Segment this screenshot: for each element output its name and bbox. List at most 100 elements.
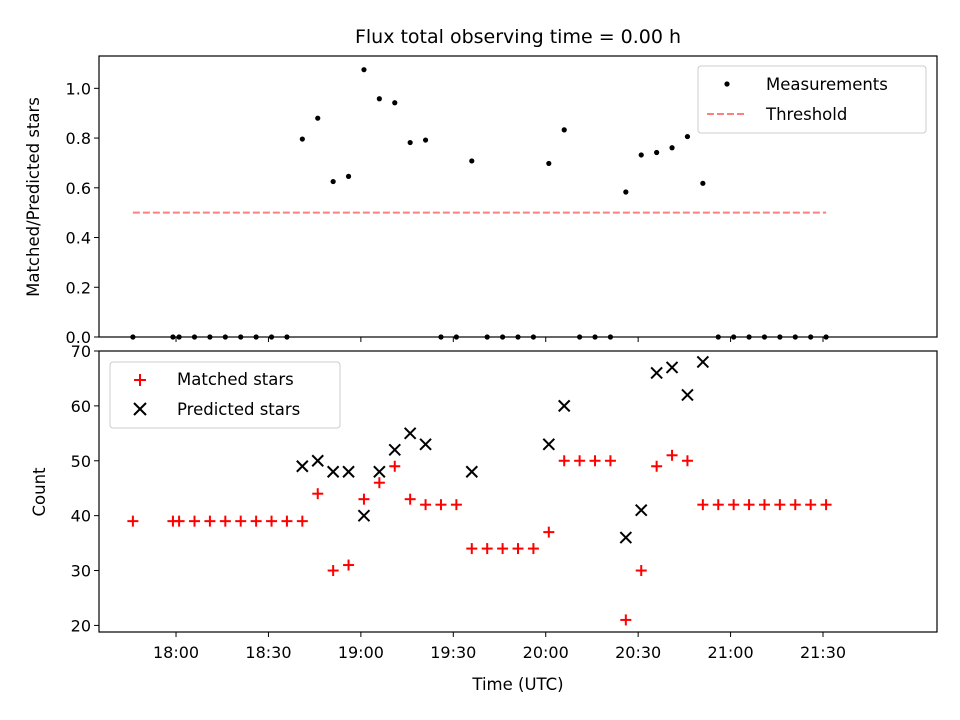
bottom-y-tick-label: 60 (71, 397, 91, 416)
matched-star-point (574, 455, 586, 467)
matched-star-point (343, 559, 355, 571)
legend-measurements-label: Measurements (766, 75, 888, 94)
measurement-point (654, 149, 660, 156)
predicted-star-point (665, 361, 679, 374)
bottom-legend-box (109, 361, 341, 429)
legend-matched-label: Matched stars (177, 370, 294, 389)
predicted-star-point (681, 388, 694, 402)
predicted-star-point (650, 366, 663, 380)
flux-ratio-panel: Flux total observing time = 0.00 h 0.0 0.… (24, 26, 938, 347)
matched-star-point (712, 499, 724, 511)
predicted-star-point (296, 460, 309, 473)
matched-star-point (635, 565, 647, 577)
measurement-point (299, 136, 305, 142)
x-tick-label: 19:30 (430, 643, 476, 662)
matched-star-point (604, 455, 616, 467)
top-legend: Measurements Threshold (697, 65, 927, 134)
measurement-point (638, 152, 644, 158)
top-y-axis-label: Matched/Predicted stars (24, 97, 43, 297)
matched-star-point (497, 543, 509, 555)
matched-star-point (481, 543, 493, 555)
measurement-point (345, 173, 352, 179)
legend-measurements-marker (724, 81, 730, 87)
matched-star-point (589, 455, 601, 467)
matched-star-point (466, 543, 478, 555)
bottom-y-tick-label: 40 (71, 507, 91, 526)
predicted-star-point (326, 465, 340, 478)
bottom-y-tick-label: 50 (71, 452, 91, 471)
matched-star-point (543, 526, 555, 538)
top-x-ticks (175, 337, 824, 342)
matched-star-point (558, 455, 570, 467)
matched-star-point (805, 499, 817, 511)
top-y-tick-label: 0.8 (66, 129, 91, 148)
legend-predicted-marker (133, 402, 147, 416)
x-tick-label: 20:00 (523, 643, 569, 662)
x-tick-label: 18:30 (245, 643, 291, 662)
predicted-star-point (635, 503, 648, 517)
matched-star-point (219, 515, 231, 527)
matched-star-point (666, 449, 678, 461)
top-y-tick-label: 0.4 (66, 229, 91, 248)
measurement-point (361, 67, 367, 73)
matched-star-point (512, 543, 524, 555)
bottom-panel-marks (127, 355, 832, 626)
matched-star-point (681, 455, 693, 467)
predicted-star-point (558, 399, 571, 413)
measurement-point (407, 139, 413, 146)
matched-star-point (527, 543, 539, 555)
predicted-star-point (419, 438, 432, 451)
measurement-point (330, 178, 336, 185)
legend-threshold-label: Threshold (765, 105, 847, 124)
matched-star-point (296, 515, 308, 527)
matched-star-point (127, 515, 139, 527)
top-y-tick-label: 1.0 (66, 79, 91, 98)
x-tick-label: 21:00 (708, 643, 754, 662)
measurement-point (469, 158, 475, 164)
matched-star-point (450, 499, 462, 511)
predicted-star-point (388, 443, 401, 456)
matched-star-point (697, 499, 709, 511)
top-legend-box (697, 65, 927, 134)
bottom-y-tick-label: 70 (71, 342, 91, 361)
matched-star-point (281, 515, 293, 527)
bottom-y-axis-label: Count (30, 467, 49, 517)
measurement-point (422, 137, 429, 143)
top-y-tick-label: 0.6 (66, 179, 91, 198)
predicted-star-point (619, 531, 633, 544)
chart-title: Flux total observing time = 0.00 h (355, 26, 681, 48)
matched-star-point (327, 565, 339, 577)
bottom-y-tick-label: 30 (71, 562, 91, 581)
measurement-point (561, 127, 567, 133)
matched-star-point (420, 499, 432, 511)
bottom-panel-frame (98, 350, 938, 633)
measurement-point (376, 96, 382, 102)
measurement-point (392, 100, 398, 106)
top-y-tick-label: 0.0 (66, 328, 91, 347)
matched-star-point (266, 515, 278, 527)
matched-star-point (728, 499, 740, 511)
top-panel-frame (98, 55, 938, 338)
measurement-point (684, 133, 691, 140)
bottom-legend: Matched stars Predicted stars (109, 361, 341, 429)
measurement-point (315, 115, 321, 121)
matched-star-point (235, 515, 247, 527)
top-y-tick-label: 0.2 (66, 278, 91, 297)
x-tick-label: 18:00 (153, 643, 199, 662)
matched-star-point (173, 515, 185, 527)
matched-star-point (312, 488, 324, 500)
predicted-star-point (542, 438, 556, 451)
legend-matched-marker (134, 374, 146, 386)
predicted-star-point (311, 454, 324, 467)
matched-star-point (620, 614, 632, 626)
matched-star-point (743, 499, 755, 511)
predicted-star-point (403, 427, 417, 440)
predicted-star-point (357, 509, 371, 522)
star-count-panel: 20 30 40 50 60 70 18:00 18:30 19:00 19:30 20:00 20… (30, 342, 938, 694)
matched-star-point (789, 499, 801, 511)
measurement-point (700, 180, 706, 186)
matched-star-point (758, 499, 770, 511)
predicted-star-point (342, 465, 355, 478)
matched-star-point (189, 515, 201, 527)
